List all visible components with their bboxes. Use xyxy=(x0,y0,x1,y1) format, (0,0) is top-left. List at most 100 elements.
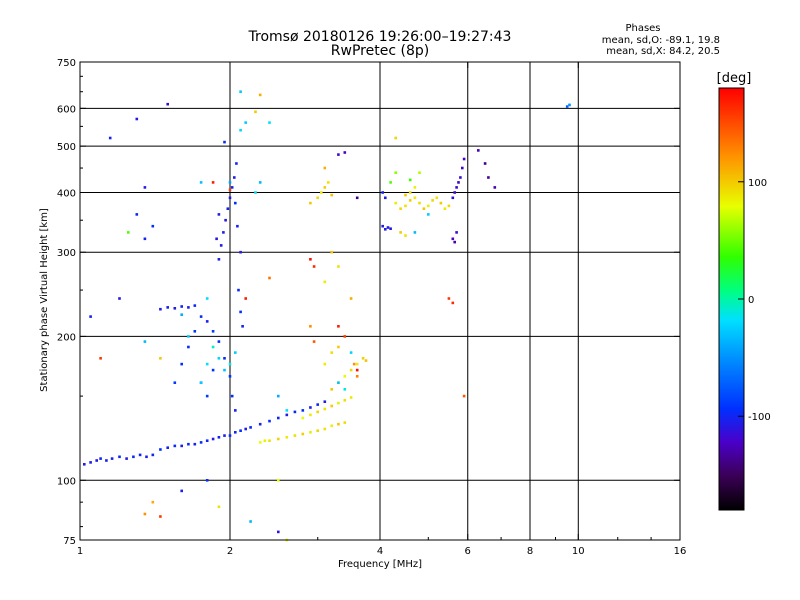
data-point xyxy=(143,512,147,516)
data-point xyxy=(211,181,215,184)
data-point xyxy=(487,176,490,179)
data-point xyxy=(258,422,262,426)
data-point xyxy=(118,455,121,459)
data-point xyxy=(389,227,392,230)
x-axis-label: Frequency [MHz] xyxy=(338,559,422,570)
data-point xyxy=(483,162,487,165)
y-tick-label: 400 xyxy=(57,188,76,199)
data-point xyxy=(447,297,451,300)
data-point xyxy=(173,307,177,310)
data-point xyxy=(105,459,108,462)
data-point xyxy=(337,345,340,349)
data-point xyxy=(239,429,242,432)
data-point xyxy=(166,306,169,309)
data-point xyxy=(237,288,240,292)
x-tick-label: 4 xyxy=(377,546,383,557)
data-point xyxy=(234,201,237,205)
data-point xyxy=(217,340,221,343)
data-point xyxy=(217,258,221,261)
data-point xyxy=(477,149,480,152)
data-point xyxy=(455,186,458,189)
data-point xyxy=(127,231,130,234)
y-tick-label: 200 xyxy=(57,332,76,343)
data-point xyxy=(435,196,439,200)
data-point xyxy=(108,136,112,140)
data-point xyxy=(349,368,353,372)
data-point xyxy=(223,434,226,437)
data-point xyxy=(301,409,305,412)
data-point xyxy=(244,121,247,124)
data-point xyxy=(323,427,327,431)
data-point xyxy=(277,394,280,398)
data-point xyxy=(166,102,169,106)
chart-title: Tromsø 20180126 19:26:00–19:27:43 xyxy=(248,29,512,45)
data-point xyxy=(187,345,190,349)
data-point xyxy=(249,426,252,429)
data-point xyxy=(159,307,162,311)
data-point xyxy=(337,401,340,405)
data-point xyxy=(364,359,368,362)
data-point xyxy=(312,340,316,343)
data-point xyxy=(323,400,327,403)
data-point xyxy=(254,191,257,194)
data-point xyxy=(337,422,340,426)
data-point xyxy=(211,330,215,333)
data-point xyxy=(159,515,162,518)
data-point xyxy=(239,90,242,93)
data-point xyxy=(453,240,456,244)
data-point xyxy=(249,520,252,523)
data-point xyxy=(568,103,571,107)
data-point xyxy=(451,301,455,305)
data-point xyxy=(404,193,407,197)
data-point xyxy=(343,388,347,391)
colorbar-label: [deg] xyxy=(717,71,752,86)
data-point xyxy=(277,437,280,441)
data-point xyxy=(309,431,312,434)
data-point xyxy=(235,162,238,165)
stats-line-o: mean, sd,O: -89.1, 19.8 xyxy=(602,35,720,46)
data-point xyxy=(110,457,114,460)
data-point xyxy=(451,237,455,241)
stats-heading: Phases xyxy=(625,23,660,34)
x-tick-label: 16 xyxy=(674,546,687,557)
data-point xyxy=(159,357,162,360)
data-point xyxy=(293,434,297,437)
data-point xyxy=(228,434,232,437)
y-tick-label: 100 xyxy=(57,476,76,487)
data-point xyxy=(132,455,135,459)
data-point xyxy=(228,181,232,184)
data-point xyxy=(323,362,327,366)
data-point xyxy=(394,201,397,205)
data-point xyxy=(217,357,221,360)
data-point xyxy=(386,226,390,229)
colorbar-tick-label: 0 xyxy=(748,295,754,306)
data-point xyxy=(355,368,359,372)
data-point xyxy=(217,213,221,216)
data-point xyxy=(285,436,289,439)
data-point xyxy=(399,231,402,234)
data-point xyxy=(343,335,347,338)
data-point xyxy=(394,171,397,174)
data-point xyxy=(413,231,417,234)
data-point xyxy=(343,399,347,402)
data-point xyxy=(118,297,121,300)
data-point xyxy=(337,381,340,384)
data-point xyxy=(230,394,234,398)
data-point xyxy=(228,362,232,366)
data-point xyxy=(384,196,387,200)
chart-subtitle: RwPretec (8p) xyxy=(331,43,429,59)
data-point xyxy=(228,188,232,192)
data-point xyxy=(205,297,209,300)
colorbar-tick-label: 100 xyxy=(748,178,767,189)
data-point xyxy=(199,315,203,318)
data-point xyxy=(493,186,497,189)
data-point xyxy=(316,403,319,406)
x-tick-label: 2 xyxy=(227,546,233,557)
data-point xyxy=(89,461,92,464)
data-point xyxy=(312,265,316,268)
data-point xyxy=(337,153,340,156)
data-point xyxy=(125,457,128,460)
data-point xyxy=(89,315,92,318)
data-point xyxy=(234,351,237,354)
data-point xyxy=(145,455,148,459)
